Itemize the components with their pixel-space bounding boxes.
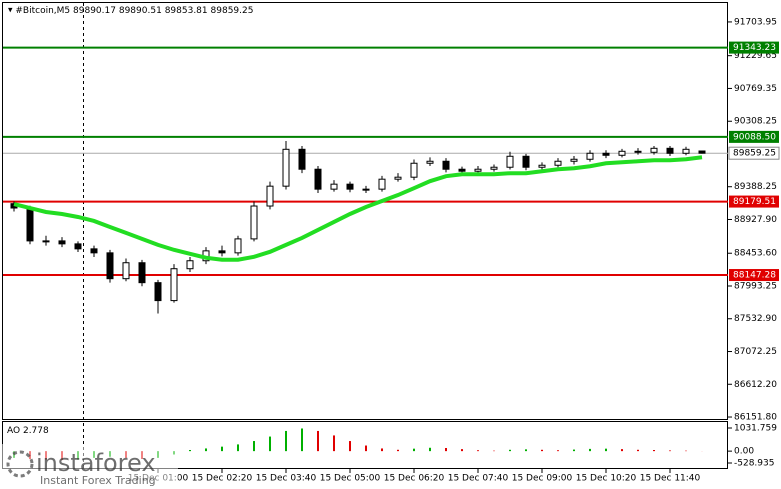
y-tick-label: 87532.90 — [734, 314, 777, 324]
level-label: 91343.23 — [733, 43, 776, 53]
candle-body — [90, 248, 98, 254]
candle-body — [330, 183, 338, 190]
moving-average — [13, 155, 703, 262]
candle-body — [234, 238, 242, 254]
level-label: 88147.28 — [733, 271, 776, 281]
x-tick-label: 15 Dec 03:40 — [256, 474, 317, 484]
candle-body — [266, 185, 274, 207]
ohlc-open: 89890.17 — [73, 6, 116, 16]
y-tick-label: 90769.35 — [734, 84, 777, 94]
candle-body — [490, 166, 498, 170]
level-box — [729, 195, 779, 208]
level-box — [729, 41, 779, 54]
y-tick-label: 89388.25 — [734, 182, 777, 192]
candle-body — [538, 164, 546, 168]
candle-body — [42, 240, 50, 243]
candle-body — [26, 207, 34, 242]
watermark-brand: instaforex — [36, 449, 156, 477]
x-tick-label: 15 Dec 11:40 — [640, 474, 701, 484]
x-tick-label: 15 Dec 09:00 — [512, 474, 573, 484]
level-label: 90088.50 — [733, 132, 776, 142]
watermark-slogan: Instant Forex Trading — [40, 474, 156, 487]
candle-body — [362, 188, 370, 191]
candle-body — [666, 147, 674, 154]
level-box — [729, 269, 779, 282]
candle-body — [282, 148, 290, 187]
candle-body — [250, 205, 258, 240]
level-box — [729, 130, 779, 143]
candle-body — [634, 150, 642, 153]
candle-body — [218, 250, 226, 254]
y-tick-label: 91703.95 — [734, 17, 777, 27]
x-tick-label: 15 Dec 05:00 — [320, 474, 381, 484]
candle-body — [298, 148, 306, 170]
candle-body — [474, 168, 482, 172]
y-tick-label: 91229.65 — [734, 51, 777, 61]
candle-body — [650, 147, 658, 153]
candle-body — [314, 168, 322, 190]
candle-body — [122, 262, 130, 280]
y-tick-label: 88927.90 — [734, 215, 777, 225]
current-price-box — [728, 146, 780, 160]
candle-body — [186, 260, 194, 270]
ohlc-low: 89853.81 — [165, 6, 208, 16]
candle-body — [522, 155, 530, 168]
ao-value: 2.778 — [23, 426, 49, 436]
candle-body — [586, 152, 594, 160]
x-tick-label: 15 Dec 07:40 — [448, 474, 509, 484]
candle-body — [698, 150, 706, 154]
price-panel — [2, 2, 728, 420]
candle-body — [442, 160, 450, 170]
candle-body — [394, 176, 402, 180]
current-price-label: 89859.25 — [733, 149, 776, 159]
candle-body — [378, 178, 386, 190]
y-tick-label: -528.935 — [734, 458, 774, 468]
ao-title: AO — [7, 426, 20, 436]
candle-body — [458, 168, 466, 172]
candle-body — [346, 183, 354, 190]
y-tick-label: 0.00 — [734, 447, 754, 457]
symbol: #Bitcoin,M5 — [15, 6, 70, 16]
x-tick-label: 15 Dec 10:20 — [576, 474, 637, 484]
candle-body — [410, 162, 418, 178]
candle-body — [138, 262, 146, 284]
x-tick-label: 15 Dec 06:20 — [384, 474, 445, 484]
watermark: instaforex Instant Forex Trading — [2, 444, 178, 488]
candle-body — [506, 155, 514, 168]
candle-body — [554, 160, 562, 166]
candle-body — [682, 148, 690, 154]
candle-body — [618, 150, 626, 156]
y-tick-label: 1031.759 — [734, 423, 777, 433]
y-tick-label: 87072.25 — [734, 347, 777, 357]
y-tick-label: 86151.80 — [734, 413, 777, 423]
candle-body — [106, 252, 114, 280]
y-tick-label: 88453.60 — [734, 249, 777, 259]
y-tick-label: 90308.25 — [734, 117, 777, 127]
ohlc-high: 89890.51 — [119, 6, 162, 16]
ao-header: AO 2.778 — [7, 426, 49, 436]
candle-body — [426, 160, 434, 164]
candle-body — [58, 240, 66, 245]
x-tick-label: 15 Dec 02:20 — [192, 474, 253, 484]
y-tick-label: 86612.20 — [734, 380, 777, 390]
watermark-logo — [6, 450, 34, 478]
candle-body — [154, 282, 162, 302]
candle-body — [602, 152, 610, 156]
candle-body — [170, 268, 178, 302]
level-label: 89179.51 — [733, 197, 776, 207]
header: ▾ #Bitcoin,M5 89890.17 89890.51 89853.81… — [8, 6, 253, 16]
candle-body — [570, 158, 578, 162]
candle-body — [74, 243, 82, 250]
ohlc-close: 89859.25 — [211, 6, 254, 16]
y-tick-label: 87993.25 — [734, 281, 777, 291]
